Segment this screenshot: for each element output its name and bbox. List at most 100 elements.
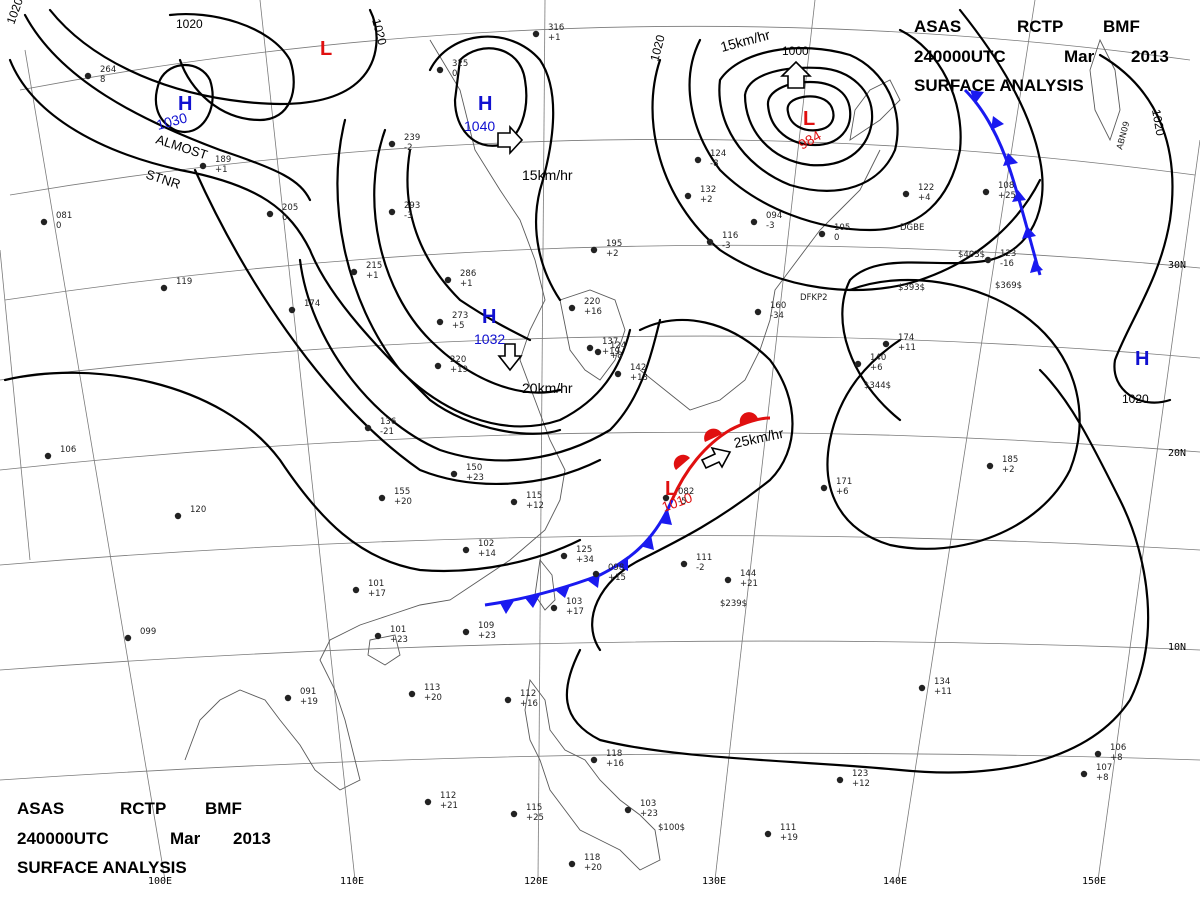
lon-line-100e xyxy=(24,49,166,881)
lon-line-120e xyxy=(537,0,546,881)
station-pressure: 125 xyxy=(576,545,592,555)
station-marker xyxy=(462,628,470,636)
station-plot: 108+25 xyxy=(982,181,1016,201)
station-marker xyxy=(560,552,568,560)
station-pressure: 132 xyxy=(700,185,716,195)
station-pressure: 111 xyxy=(696,553,712,563)
station-marker xyxy=(352,586,360,594)
isobar-20 xyxy=(826,278,1081,550)
station-plot: 103+23 xyxy=(624,799,658,819)
station-tendency: 0 xyxy=(282,213,287,223)
isobar-19 xyxy=(1098,53,1174,404)
high-symbol: H xyxy=(482,306,496,328)
station-tendency: +19 xyxy=(602,347,620,357)
station-plot: 220+16 xyxy=(568,297,602,317)
station-pressure: 107 xyxy=(1096,763,1112,773)
isobar-4 xyxy=(8,58,562,435)
station-plot: 142+13 xyxy=(614,363,648,383)
high-symbol: H xyxy=(178,93,192,115)
station-pressure: 112 xyxy=(440,791,456,801)
station-plot: 099 xyxy=(124,627,156,642)
station-marker xyxy=(44,452,52,460)
station-tendency: +1 xyxy=(460,279,473,289)
station-tendency: +11 xyxy=(898,343,916,353)
station-plot: 134+11 xyxy=(918,677,952,697)
title-block-top: ASAS RCTP BMF 240000UTC Mar 2013 SURFACE… xyxy=(914,17,1169,95)
cold-front-triangle xyxy=(970,90,984,104)
station-code: DGBE xyxy=(900,223,924,233)
station-tendency: 8 xyxy=(100,75,105,85)
warm-front-semicircle xyxy=(673,454,690,470)
title-year: 2013 xyxy=(233,829,271,848)
lat-line-35n xyxy=(9,139,1196,196)
station-plot: 215+1 xyxy=(350,261,382,281)
station-marker xyxy=(902,190,910,198)
station-pressure: 113 xyxy=(424,683,440,693)
station-plot: 239-2 xyxy=(388,133,420,153)
station-tendency: +12 xyxy=(526,501,544,511)
title-type: BMF xyxy=(1103,17,1140,36)
station-marker xyxy=(568,860,576,868)
station-pressure: 215 xyxy=(366,261,382,271)
station-tendency: +16 xyxy=(584,307,602,317)
cold-front-triangle xyxy=(615,556,628,571)
lat-line-20n xyxy=(0,431,1200,471)
high-value: 1030 xyxy=(155,109,189,133)
high-symbol: H xyxy=(478,93,492,115)
lon-line-150e xyxy=(1097,139,1200,881)
station-pressure: 174 xyxy=(304,299,320,309)
lat-line-15n xyxy=(0,535,1200,566)
station-plot: 103+17 xyxy=(550,597,584,617)
low-symbol: L xyxy=(320,38,332,60)
station-plot: 316+1 xyxy=(532,23,564,43)
station-marker xyxy=(684,192,692,200)
station-tendency: 0 xyxy=(452,69,457,79)
title-time: 240000UTC xyxy=(914,47,1006,66)
lat-line-30n xyxy=(4,244,1200,301)
station-pressure: 140 xyxy=(870,353,886,363)
isobar-10 xyxy=(193,168,602,486)
station-plot: 101+17 xyxy=(352,579,386,599)
station-marker xyxy=(724,576,732,584)
station-pressure: 120 xyxy=(190,505,206,515)
station-tendency: +14 xyxy=(478,549,496,559)
station-marker xyxy=(1094,750,1102,758)
station-plot: 174+11 xyxy=(882,333,916,353)
motion-arrow-east xyxy=(497,124,524,156)
station-pressure: 119 xyxy=(176,277,192,287)
station-pressure: 144 xyxy=(740,569,756,579)
isobar-9 xyxy=(298,258,662,462)
station-pressure: 105 xyxy=(834,223,850,233)
lon-label: 100E xyxy=(148,876,172,887)
station-marker xyxy=(364,424,372,432)
cold-front-triangle xyxy=(660,510,672,525)
station-pressure: 098 xyxy=(608,563,624,573)
coast-japan xyxy=(639,149,881,411)
station-pressure: 316 xyxy=(548,23,564,33)
station-marker xyxy=(550,604,558,612)
station-tendency: +23 xyxy=(390,635,408,645)
station-marker xyxy=(594,348,602,356)
isobar-label: 1020 xyxy=(647,33,668,63)
fronts xyxy=(484,88,1043,614)
station-pressure: 134 xyxy=(934,677,950,687)
station-pressure: 081 xyxy=(56,211,72,221)
station-marker xyxy=(444,276,452,284)
station-pressure: 220 xyxy=(450,355,466,365)
cold-front-triangle xyxy=(1012,190,1026,202)
station-marker xyxy=(820,484,828,492)
low-pressure-center: L xyxy=(320,38,332,60)
station-pressure: 108 xyxy=(998,181,1014,191)
isobar-21 xyxy=(591,318,794,652)
lat-line-5n xyxy=(0,752,1200,781)
station-plot: 125+34 xyxy=(560,545,594,565)
cold-front-triangle xyxy=(640,535,654,550)
station-marker xyxy=(199,162,207,170)
station-pressure: 122 xyxy=(918,183,934,193)
station-plot: 116-3 xyxy=(706,231,738,251)
station-tendency: +17 xyxy=(368,589,386,599)
station-marker xyxy=(378,494,386,502)
station-marker xyxy=(374,632,382,640)
motion-speed: 15km/hr xyxy=(522,167,573,183)
station-pressure: 171 xyxy=(836,477,852,487)
